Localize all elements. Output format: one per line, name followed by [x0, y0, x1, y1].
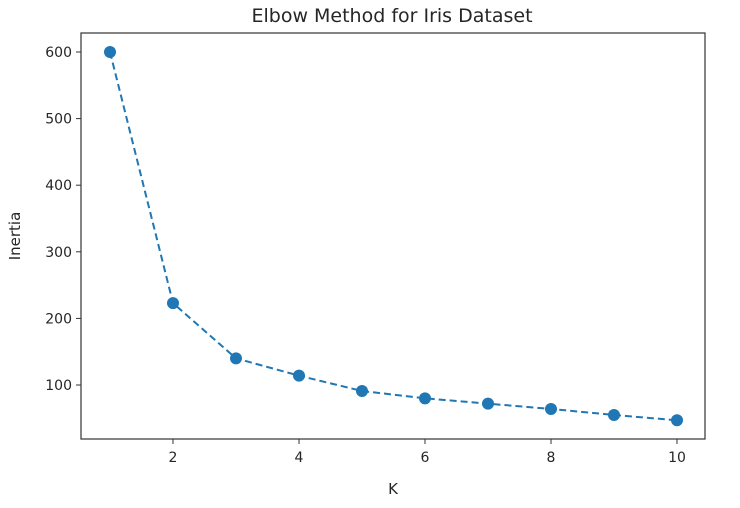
data-point	[608, 408, 620, 421]
x-axis-label: K	[388, 480, 399, 498]
y-tick-label: 300	[45, 245, 72, 261]
data-point	[419, 392, 431, 405]
data-point	[482, 397, 494, 410]
inertia-line	[109, 51, 678, 422]
data-point	[167, 297, 179, 310]
data-point	[230, 352, 242, 365]
data-point-markers	[104, 46, 683, 427]
data-point	[671, 414, 683, 427]
x-axis-ticks: 2 4 6 8 10	[169, 439, 686, 466]
y-axis-ticks: 100 200 300 400 500 600	[45, 45, 81, 394]
x-tick-label: 2	[169, 450, 178, 466]
plot-area: 2 4 6 8 10 100 200 300 400 500 600	[45, 32, 706, 466]
axes-frame	[80, 32, 706, 440]
x-tick-label: 8	[547, 450, 556, 466]
y-tick-label: 200	[45, 311, 72, 327]
data-point	[356, 384, 368, 397]
x-tick-label: 6	[421, 450, 430, 466]
y-tick-label: 100	[45, 378, 72, 394]
data-point	[293, 369, 305, 382]
y-tick-label: 600	[45, 45, 72, 61]
y-axis-label: Inertia	[6, 212, 24, 261]
y-tick-label: 500	[45, 112, 72, 128]
x-tick-label: 10	[668, 450, 686, 466]
data-point	[104, 46, 116, 58]
y-tick-label: 400	[45, 178, 72, 194]
data-point	[545, 402, 557, 415]
x-tick-label: 4	[295, 450, 304, 466]
chart-title: Elbow Method for Iris Dataset	[251, 5, 532, 27]
